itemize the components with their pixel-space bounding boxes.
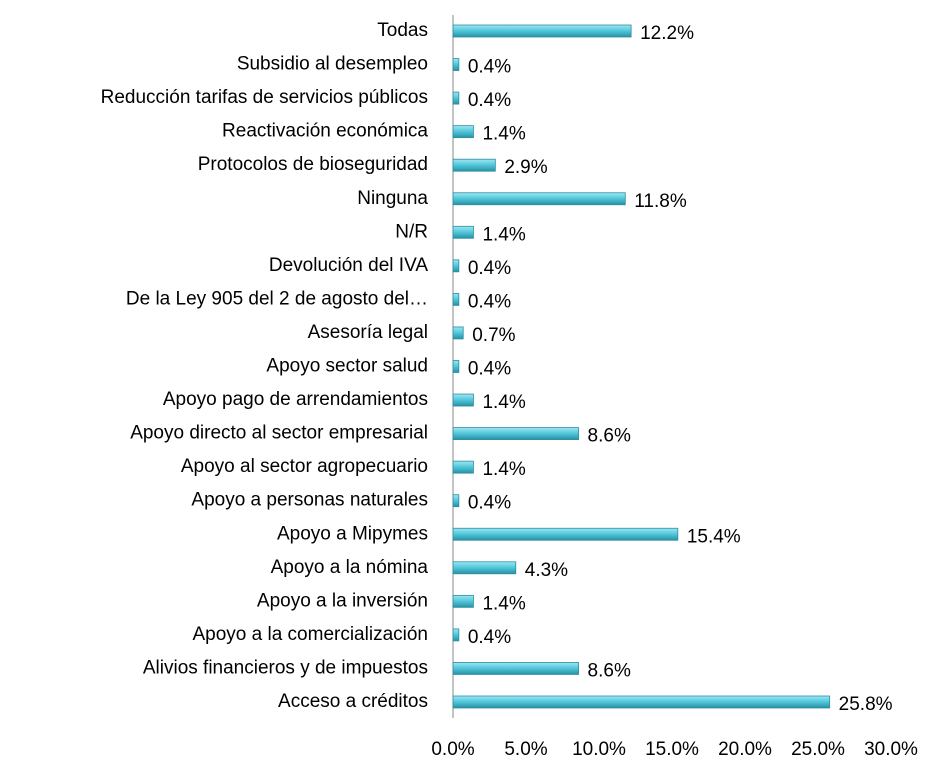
bar	[452, 125, 474, 139]
value-label: 11.8%	[634, 191, 687, 212]
y-tick-label: Apoyo a la nómina	[271, 557, 429, 578]
x-tick-label: 30.0%	[864, 739, 918, 760]
value-label: 0.4%	[468, 57, 511, 78]
value-label: 8.6%	[588, 660, 631, 681]
y-tick-label: Subsidio al desempleo	[237, 54, 428, 75]
bar	[452, 695, 831, 709]
bar	[452, 225, 474, 239]
y-tick-label: Apoyo a Mipymes	[277, 523, 428, 544]
value-label: 2.9%	[504, 157, 547, 178]
bar	[452, 460, 474, 474]
bar	[452, 292, 460, 306]
y-tick-label: Reactivación económica	[222, 121, 428, 142]
y-tick-label: Apoyo al sector agropecuario	[181, 456, 428, 477]
x-tick-label: 25.0%	[791, 739, 845, 760]
bar	[452, 24, 632, 38]
value-label: 1.4%	[482, 593, 525, 614]
y-tick-label: Todas	[377, 20, 428, 41]
y-tick-label: Apoyo a la comercialización	[192, 624, 428, 645]
bar	[452, 58, 460, 71]
bar	[452, 662, 579, 675]
value-label: 0.4%	[468, 258, 511, 279]
bar	[452, 326, 464, 340]
y-tick-label: Ninguna	[357, 188, 428, 209]
bar	[452, 628, 460, 642]
value-label: 0.4%	[468, 359, 511, 380]
value-label: 1.4%	[482, 459, 525, 480]
bar	[452, 158, 496, 172]
value-label: 0.4%	[468, 627, 511, 648]
y-tick-label: Devolución del IVA	[269, 255, 428, 276]
value-label: 25.8%	[839, 694, 893, 715]
value-label: 4.3%	[525, 560, 568, 581]
value-label: 1.4%	[482, 224, 525, 245]
value-label: 0.4%	[468, 291, 511, 312]
y-tick-label: Apoyo sector salud	[266, 356, 428, 377]
x-tick-label: 15.0%	[645, 739, 699, 760]
value-label: 0.7%	[472, 325, 515, 346]
value-label: 12.2%	[640, 23, 694, 44]
bar	[452, 561, 517, 575]
y-tick-label: N/R	[395, 221, 428, 242]
value-label: 15.4%	[687, 526, 741, 547]
y-tick-label: Asesoría legal	[308, 322, 428, 343]
value-label: 1.4%	[482, 124, 525, 145]
y-tick-label: Apoyo a la inversión	[257, 590, 428, 611]
bar	[452, 427, 579, 441]
bar	[452, 259, 460, 273]
x-tick-label: 5.0%	[504, 739, 547, 760]
bar	[452, 192, 626, 206]
value-label: 0.4%	[468, 90, 511, 111]
x-tick-label: 0.0%	[431, 739, 474, 760]
value-label: 1.4%	[482, 392, 525, 413]
bar	[452, 494, 460, 508]
y-tick-label: Protocolos de bioseguridad	[198, 154, 428, 175]
x-tick-label: 20.0%	[718, 739, 772, 760]
bar	[452, 91, 460, 105]
y-tick-label: Apoyo a personas naturales	[191, 490, 428, 511]
value-label: 8.6%	[588, 426, 631, 447]
y-tick-label: Acceso a créditos	[278, 691, 428, 712]
bar	[452, 360, 460, 373]
y-tick-label: Apoyo directo al sector empresarial	[130, 423, 428, 444]
y-tick-label: Alivios financieros y de impuestos	[143, 657, 428, 678]
value-label: 0.4%	[468, 493, 511, 514]
y-tick-label: Apoyo pago de arrendamientos	[163, 389, 428, 410]
y-tick-label: De la Ley 905 del 2 de agosto del…	[126, 288, 428, 309]
bar	[452, 393, 474, 407]
x-tick-label: 10.0%	[572, 739, 626, 760]
bar	[452, 527, 679, 541]
y-tick-label: Reducción tarifas de servicios públicos	[101, 87, 428, 108]
bar	[452, 594, 474, 608]
